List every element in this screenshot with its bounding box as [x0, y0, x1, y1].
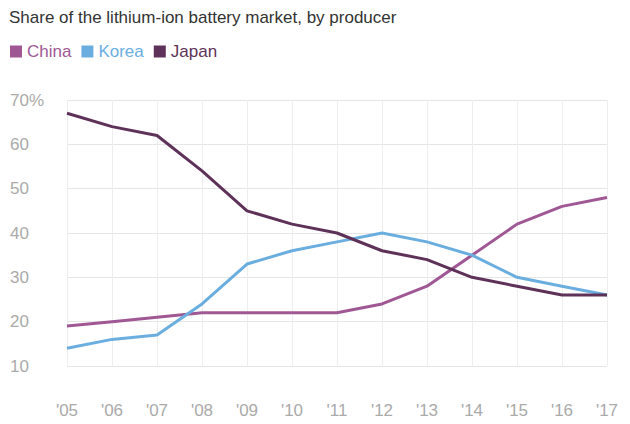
- svg-text:'13: '13: [416, 401, 438, 420]
- svg-text:Japan: Japan: [171, 42, 217, 61]
- svg-text:40: 40: [10, 224, 29, 243]
- svg-text:'12: '12: [371, 401, 393, 420]
- svg-text:'10: '10: [281, 401, 303, 420]
- svg-text:'16: '16: [551, 401, 573, 420]
- svg-text:10: 10: [10, 357, 29, 376]
- svg-text:'05: '05: [56, 401, 78, 420]
- svg-text:'17: '17: [596, 401, 618, 420]
- svg-text:30: 30: [10, 268, 29, 287]
- svg-text:'08: '08: [191, 401, 213, 420]
- svg-text:50: 50: [10, 179, 29, 198]
- svg-text:'14: '14: [461, 401, 483, 420]
- svg-text:Share of the lithium-ion batte: Share of the lithium-ion battery market,…: [9, 8, 397, 27]
- svg-text:'07: '07: [146, 401, 168, 420]
- svg-text:70%: 70%: [10, 91, 44, 110]
- svg-text:China: China: [27, 42, 72, 61]
- svg-text:'15: '15: [506, 401, 528, 420]
- svg-text:60: 60: [10, 135, 29, 154]
- svg-text:'06: '06: [101, 401, 123, 420]
- svg-text:Korea: Korea: [98, 42, 144, 61]
- svg-text:20: 20: [10, 312, 29, 331]
- svg-text:'09: '09: [236, 401, 258, 420]
- svg-text:'11: '11: [327, 401, 348, 420]
